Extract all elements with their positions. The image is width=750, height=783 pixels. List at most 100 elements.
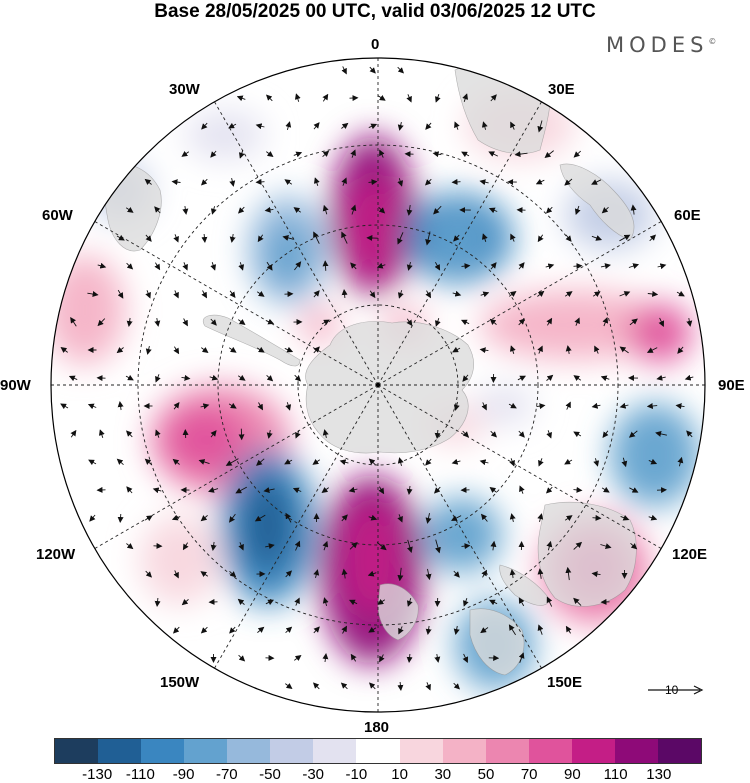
wind-arrow xyxy=(565,566,572,581)
wind-arrow xyxy=(573,541,583,550)
wind-arrow xyxy=(646,347,658,353)
wind-arrow xyxy=(602,316,609,327)
wind-arrow xyxy=(88,459,97,466)
wind-arrow xyxy=(294,374,302,382)
wind-arrow xyxy=(378,486,385,495)
wind-arrow xyxy=(432,151,442,158)
wind-arrow xyxy=(173,290,179,299)
meridian-line xyxy=(94,221,379,386)
wind-arrow xyxy=(322,597,329,607)
wind-arrow xyxy=(630,542,638,550)
wind-arrow xyxy=(452,290,462,297)
anomaly-cell xyxy=(628,303,692,363)
landmass xyxy=(537,502,637,607)
wind-arrow xyxy=(265,599,274,606)
colorbar-swatch xyxy=(270,739,314,763)
wind-arrow xyxy=(489,487,497,493)
wind-arrow xyxy=(173,570,179,579)
wind-arrow xyxy=(536,403,546,410)
wind-arrow xyxy=(433,205,442,215)
wind-arrow xyxy=(649,234,657,242)
wind-arrow xyxy=(321,319,330,326)
wind-arrow xyxy=(647,290,659,297)
wind-arrow xyxy=(341,122,349,129)
wind-arrow xyxy=(546,430,552,439)
wind-arrow xyxy=(434,261,441,271)
wind-arrow xyxy=(154,262,161,271)
wind-arrow xyxy=(479,179,489,186)
wind-arrow xyxy=(514,151,528,158)
wind-arrow xyxy=(621,457,628,468)
colorbar-swatch xyxy=(184,739,228,763)
wind-arrow xyxy=(322,540,329,551)
wind-arrow xyxy=(285,121,292,131)
wind-arrow xyxy=(294,261,302,271)
colorbar-swatch xyxy=(98,739,142,763)
colorbar-tick-label: -110 xyxy=(125,766,155,783)
wind-arrow xyxy=(378,206,386,214)
colorbar-tick-label: 30 xyxy=(434,766,452,783)
wind-arrow xyxy=(201,346,209,353)
wind-arrow xyxy=(434,318,441,327)
wind-arrow xyxy=(434,486,441,494)
wind-vectors xyxy=(60,66,694,691)
map-boundary xyxy=(50,57,706,713)
wind-arrow xyxy=(397,681,404,691)
wind-arrow xyxy=(545,206,553,214)
wind-arrow xyxy=(519,485,525,494)
wind-arrow xyxy=(406,205,413,216)
wind-arrow xyxy=(509,345,516,354)
wind-arrow xyxy=(349,542,358,550)
wind-arrow xyxy=(229,626,236,634)
wind-arrow xyxy=(313,346,320,354)
wind-arrow xyxy=(460,319,470,326)
wind-arrow xyxy=(545,486,553,494)
wind-arrow xyxy=(117,401,124,411)
wind-arrow xyxy=(397,66,405,74)
colorbar-swatch xyxy=(528,739,572,763)
wind-arrow xyxy=(257,402,263,411)
wind-arrow xyxy=(228,346,237,353)
wind-arrow xyxy=(461,263,471,270)
wind-arrow xyxy=(453,234,460,242)
colorbar-swatch xyxy=(399,739,443,763)
wind-arrow xyxy=(619,402,629,409)
wind-arrow xyxy=(593,458,600,467)
wind-arrow xyxy=(322,150,330,158)
wind-arrow xyxy=(488,599,498,606)
wind-arrow xyxy=(257,234,264,243)
colorbar-swatch xyxy=(141,739,185,763)
wind-arrow xyxy=(154,206,161,214)
wind-arrow xyxy=(182,318,188,327)
wind-arrow xyxy=(285,683,293,690)
wind-arrow xyxy=(341,66,347,75)
wind-arrow xyxy=(463,598,469,607)
wind-arrow xyxy=(322,653,329,663)
colorbar-swatch xyxy=(227,739,271,763)
wind-arrow xyxy=(348,599,358,606)
wind-arrow xyxy=(537,120,544,133)
wind-arrow xyxy=(573,597,582,606)
wind-arrow xyxy=(425,568,432,581)
wind-arrow xyxy=(208,487,219,493)
wind-arrow xyxy=(546,374,554,381)
wind-arrow xyxy=(573,431,582,438)
wind-arrow xyxy=(397,457,404,467)
colorbar-swatch xyxy=(485,739,529,763)
wind-arrow xyxy=(116,347,124,354)
lon-label-60w: 60W xyxy=(42,207,73,224)
wind-arrow xyxy=(145,290,151,299)
wind-arrow xyxy=(376,542,387,551)
wind-arrow xyxy=(677,456,684,467)
wind-arrow xyxy=(594,345,600,354)
wind-arrow xyxy=(518,597,525,607)
wind-arrow xyxy=(564,458,573,465)
wind-arrow xyxy=(591,179,602,185)
wind-arrow xyxy=(518,262,525,270)
meridian-line xyxy=(377,221,662,386)
wind-arrow xyxy=(313,122,320,130)
wind-arrow xyxy=(238,206,245,214)
wind-arrow xyxy=(407,539,413,554)
wind-arrow xyxy=(425,513,432,524)
lon-label-150e: 150E xyxy=(547,674,583,691)
